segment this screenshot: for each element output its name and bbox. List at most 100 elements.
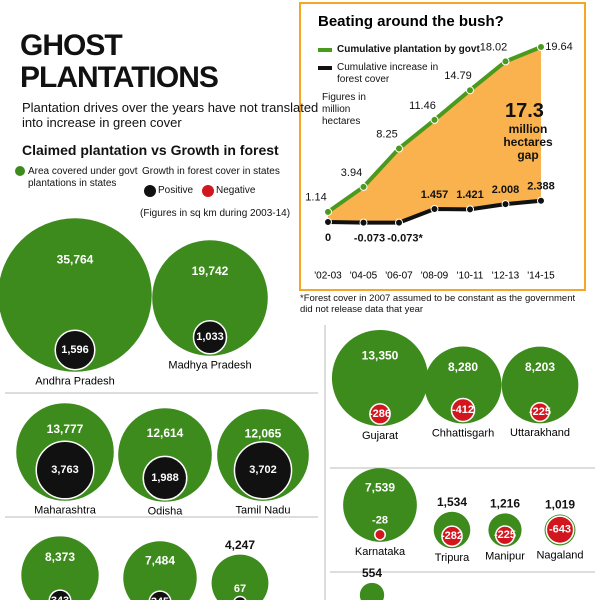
growth-bubble	[35, 440, 95, 500]
state-name: Tripura	[435, 552, 470, 564]
x-tick-label: '04-05	[350, 271, 378, 282]
growth-label: 1,033	[196, 331, 224, 343]
value-label: 14.79	[444, 70, 472, 82]
legend-negative: Negative	[216, 185, 256, 196]
area-label: 35,764	[57, 253, 94, 267]
area-bubble	[152, 240, 268, 356]
point	[359, 218, 368, 227]
value-label: 1.14	[305, 192, 326, 204]
legend-growth: Growth in forest cover in states	[142, 166, 280, 177]
x-tick-label: '08-09	[421, 271, 449, 282]
growth-label: 3,702	[249, 464, 277, 476]
area-bubble	[343, 468, 417, 542]
point	[430, 205, 439, 214]
growth-label: 343	[51, 595, 69, 600]
point	[324, 218, 332, 226]
legend-dot	[15, 166, 25, 176]
area-label: 12,614	[147, 426, 184, 440]
area-bubble	[331, 329, 429, 427]
units-note: Figures in million hectares	[322, 92, 366, 127]
area-label: 13,777	[47, 422, 84, 436]
value-label: -0.073	[354, 233, 385, 245]
state-name: Karnataka	[355, 546, 406, 558]
value-label: 1.421	[456, 189, 484, 201]
area-bubble	[424, 346, 502, 424]
growth-bubble	[494, 525, 516, 546]
state-name: Maharashtra	[34, 505, 97, 517]
area-label: 8,280	[448, 360, 478, 374]
value-label: 1.457	[421, 189, 449, 201]
gap-text: million hectares gap	[503, 122, 553, 162]
value-label: 3.94	[341, 167, 362, 179]
value-label: 18.02	[480, 41, 508, 53]
growth-bubble	[142, 455, 188, 501]
growth-label: -286	[369, 408, 391, 420]
point	[395, 144, 403, 153]
area-bubble	[359, 582, 385, 600]
growth-label: -225	[494, 529, 516, 541]
growth-label: 1,596	[61, 344, 89, 356]
area-bubble	[118, 408, 212, 502]
growth-label: 345	[151, 596, 169, 600]
area-label: 7,539	[365, 481, 395, 495]
point	[537, 43, 545, 51]
subtitle: Plantation drives over the years have no…	[22, 100, 319, 130]
area-bubble	[0, 218, 152, 372]
area-label: 13,350	[362, 349, 399, 363]
value-label: 8.25	[376, 128, 397, 140]
footnote: *Forest cover in 2007 assumed to be cons…	[300, 293, 576, 315]
value-label: 11.46	[409, 100, 436, 112]
area-label: 19,742	[192, 264, 229, 278]
x-tick-label: '10-11	[457, 271, 484, 282]
area-label: 8,373	[45, 550, 75, 564]
growth-label: 3,763	[51, 464, 79, 476]
title: GHOST PLANTATIONS	[20, 29, 219, 94]
point	[324, 207, 332, 216]
point	[501, 200, 510, 209]
state-name: Chhattisgarh	[432, 427, 494, 439]
growth-bubble	[54, 329, 96, 371]
area-label: 12,065	[245, 427, 282, 441]
growth-bubble	[233, 595, 247, 600]
growth-label: -412	[452, 404, 474, 416]
value-label: 19.64	[545, 41, 573, 53]
growth-bubble	[369, 403, 391, 425]
state-name: Madhya Pradesh	[168, 360, 251, 372]
growth-bubble	[441, 525, 463, 548]
legend-dot	[202, 185, 214, 197]
area-bubble	[123, 541, 197, 600]
growth-bubble	[233, 440, 293, 500]
legend-area: Area covered under govt plantations in s…	[28, 166, 138, 189]
area-label: 7,484	[145, 554, 175, 568]
area-label: 1,216	[490, 497, 520, 511]
growth-bubble	[545, 515, 575, 545]
growth-label: -282	[441, 530, 463, 542]
area-bubble	[501, 346, 579, 424]
growth-label: -643	[549, 524, 571, 536]
state-name: Manipur	[485, 551, 525, 563]
x-tick-label: '12-13	[492, 271, 520, 282]
section-title: Claimed plantation vs Growth in forest	[22, 142, 279, 158]
area-label: 554	[362, 566, 382, 580]
value-label: -0.073*	[387, 233, 423, 245]
area-bubble	[21, 536, 99, 600]
area-label: 1,019	[545, 498, 575, 512]
legend-note: (Figures in sq km during 2003-14)	[140, 208, 291, 219]
growth-bubble	[148, 590, 172, 600]
point	[537, 196, 545, 205]
legend-positive: Positive	[158, 185, 194, 196]
chart-title: Beating around the bush?	[318, 13, 504, 30]
x-tick-label: '14-15	[527, 271, 555, 282]
growth-label: -225	[529, 406, 551, 418]
legend-entry: Cumulative increase in forest cover	[337, 62, 439, 85]
value-label: 2.008	[492, 184, 520, 196]
growth-bubble	[374, 528, 386, 541]
area-label: 4,247	[225, 538, 255, 552]
x-tick-label: '02-03	[314, 271, 342, 282]
state-name: Tamil Nadu	[235, 505, 290, 517]
point	[430, 115, 439, 124]
legend-entry: Cumulative plantation by govt	[337, 44, 480, 55]
growth-label: 67	[234, 583, 246, 595]
point	[395, 218, 403, 227]
